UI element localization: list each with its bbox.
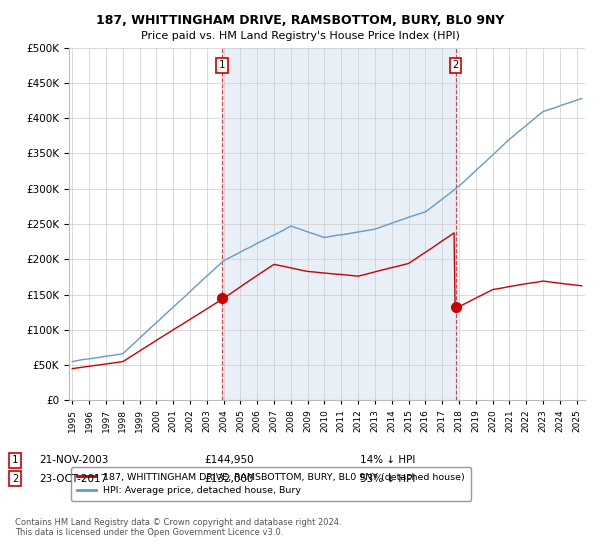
Text: £132,000: £132,000 [204,474,253,484]
Text: 2: 2 [12,474,18,484]
Text: 187, WHITTINGHAM DRIVE, RAMSBOTTOM, BURY, BL0 9NY: 187, WHITTINGHAM DRIVE, RAMSBOTTOM, BURY… [96,14,504,27]
Text: £144,950: £144,950 [204,455,254,465]
Text: 14% ↓ HPI: 14% ↓ HPI [360,455,415,465]
Text: 1: 1 [219,60,225,70]
Text: 1: 1 [12,455,18,465]
Bar [222,48,455,400]
Text: 53% ↓ HPI: 53% ↓ HPI [360,474,415,484]
Text: 21-NOV-2003: 21-NOV-2003 [39,455,109,465]
Text: Price paid vs. HM Land Registry's House Price Index (HPI): Price paid vs. HM Land Registry's House … [140,31,460,41]
Text: 2: 2 [452,60,459,70]
Legend: 187, WHITTINGHAM DRIVE, RAMSBOTTOM, BURY, BL0 9NY (detached house), HPI: Average: 187, WHITTINGHAM DRIVE, RAMSBOTTOM, BURY… [71,467,470,501]
Text: 23-OCT-2017: 23-OCT-2017 [39,474,107,484]
Text: Contains HM Land Registry data © Crown copyright and database right 2024.
This d: Contains HM Land Registry data © Crown c… [15,518,341,538]
